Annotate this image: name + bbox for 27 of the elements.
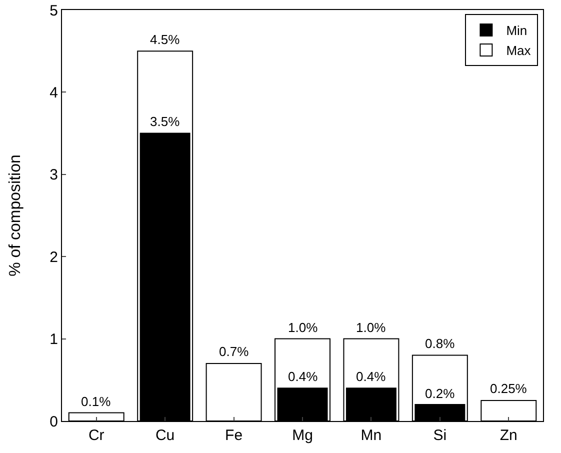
y-tick-label: 2 (50, 248, 58, 266)
legend-label: Max (506, 43, 532, 58)
x-tick-label: Zn (500, 427, 518, 444)
x-tick-label: Fe (225, 427, 243, 444)
data-label: 0.1% (81, 394, 112, 409)
y-tick-label: 5 (50, 2, 58, 20)
data-label: 1.0% (288, 320, 318, 335)
data-label: 0.7% (219, 344, 250, 359)
data-label: 0.2% (425, 386, 456, 401)
y-tick-label: 0 (50, 413, 58, 430)
y-tick-label: 4 (50, 84, 58, 102)
data-label: 1.0% (356, 320, 386, 335)
legend-label: Min (506, 23, 528, 38)
x-tick-label: Si (433, 427, 447, 444)
data-label: 0.8% (425, 336, 456, 351)
data-label: 3.5% (150, 114, 180, 129)
x-tick-label: Cu (155, 427, 175, 444)
data-label: 0.25% (490, 381, 528, 396)
data-label: 4.5% (150, 32, 180, 47)
data-label: 0.4% (356, 369, 386, 384)
data-label: 0.4% (288, 369, 318, 384)
x-tick-label: Cr (88, 427, 104, 444)
y-axis-title: % of composition (7, 154, 24, 276)
x-tick-label: Mg (292, 427, 313, 444)
x-tick-label: Mn (360, 427, 382, 444)
y-tick-label: 3 (50, 166, 58, 184)
y-tick-label: 1 (50, 331, 58, 348)
